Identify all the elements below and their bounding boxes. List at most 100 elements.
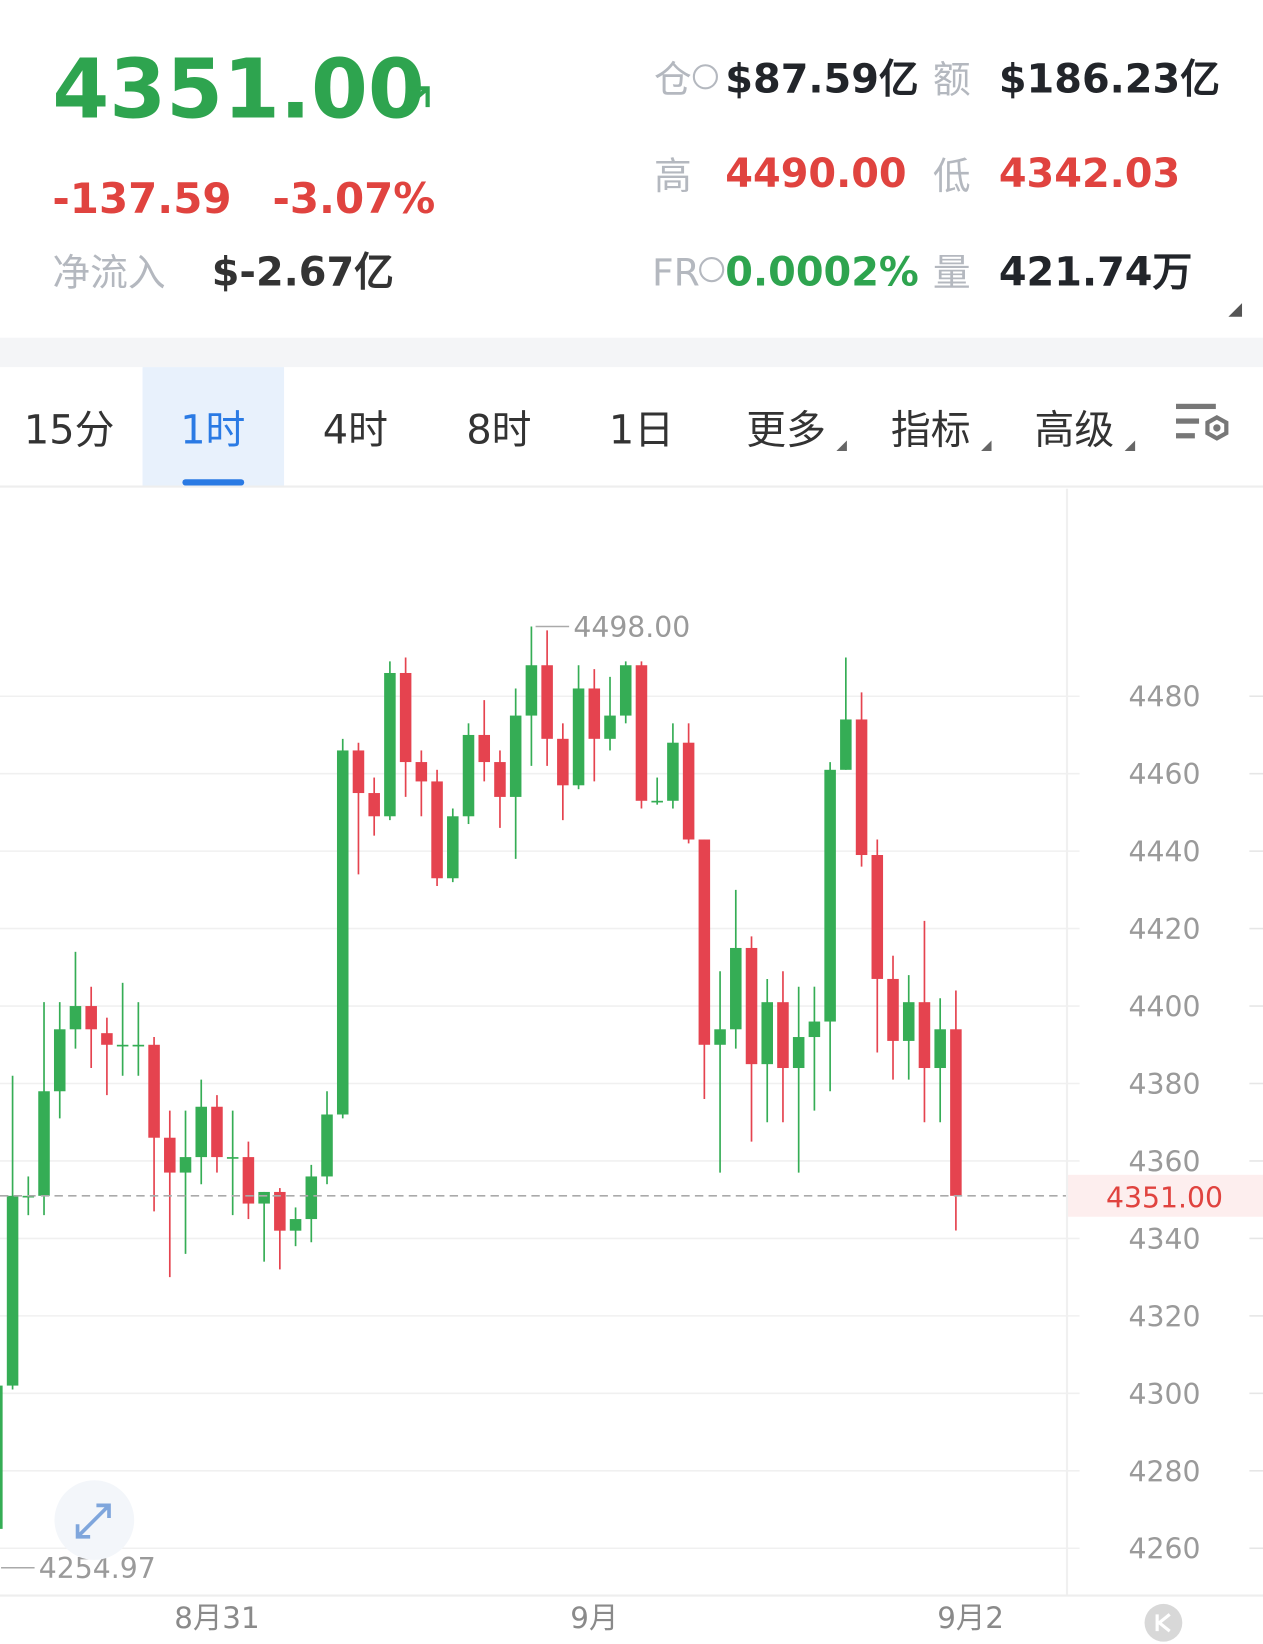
stat-value: $87.59亿 [725, 56, 918, 102]
settings-icon[interactable] [1176, 403, 1229, 441]
candle-body [541, 665, 553, 739]
x-tick-label: 9月2 [937, 1601, 1004, 1635]
candle-body [195, 1106, 208, 1158]
tab-bar: 15分 1时 4时 8时 1日 更多 指标 高级 [24, 408, 1136, 454]
tab[interactable]: 8时 [466, 408, 531, 454]
stat-value: 0.0002% [725, 249, 919, 295]
marker-label: 4498.00 [573, 611, 690, 644]
y-tick-label: 4360 [1128, 1145, 1200, 1178]
y-tick-label: 4440 [1128, 836, 1200, 869]
candle-body [855, 719, 868, 856]
tab[interactable]: 4时 [323, 408, 388, 454]
candle-body [682, 742, 695, 840]
candle-body [761, 1002, 773, 1065]
y-tick-label: 4380 [1128, 1068, 1200, 1101]
candle-body [730, 947, 742, 1030]
candle-body [462, 734, 475, 817]
candle-body [745, 947, 758, 1065]
candle-body [116, 1044, 129, 1047]
candle-body [478, 734, 491, 763]
candle-body [557, 738, 569, 786]
tab[interactable]: 更多 [746, 408, 826, 454]
info-icon[interactable] [692, 64, 718, 90]
y-tick-label: 4300 [1128, 1378, 1200, 1411]
candle-body [902, 1002, 915, 1041]
stat-label: 低 [933, 154, 971, 198]
tab[interactable]: 指标 [891, 408, 971, 454]
candle-body [651, 800, 663, 803]
candle-body [604, 715, 616, 739]
candle-body [38, 1091, 50, 1196]
stat-value: 4342.03 [999, 151, 1180, 197]
candle-body [132, 1044, 145, 1047]
change: -137.59 [52, 174, 231, 223]
change-pct: -3.07% [273, 174, 436, 223]
y-tick-label: 4260 [1128, 1533, 1200, 1566]
candle-body [635, 665, 648, 801]
candle-body [918, 1002, 931, 1069]
dropdown-caret [836, 440, 847, 451]
tab[interactable]: 15分 [24, 408, 114, 454]
expand-toggle[interactable] [1228, 303, 1243, 317]
y-tick-label: 4480 [1128, 681, 1200, 714]
candle-body [384, 672, 396, 817]
y-tick-label: 4400 [1128, 991, 1200, 1024]
last-price-label: 4351.00 [1106, 1181, 1223, 1214]
candle-body [808, 1021, 821, 1038]
candle-body [336, 750, 349, 1115]
up-arrow [396, 86, 430, 116]
candle-body [887, 978, 899, 1041]
stat-label: 仓 [654, 57, 692, 101]
stat-label: 额 [933, 57, 971, 101]
candle-body [321, 1114, 333, 1177]
stat-label: FR [652, 250, 700, 294]
candle-body [148, 1044, 160, 1138]
stat-value: 4490.00 [725, 151, 906, 197]
candle-body [777, 1002, 789, 1069]
stat-value: 421.74万 [999, 249, 1192, 295]
candle-body [509, 715, 522, 797]
plot-area [0, 626, 962, 1529]
candle-body [69, 1006, 82, 1030]
info-icon[interactable] [699, 257, 725, 283]
candle-body [588, 688, 601, 739]
y-tick-label: 4320 [1128, 1300, 1200, 1333]
k-button[interactable] [1144, 1603, 1183, 1642]
candle-body [871, 855, 884, 979]
dropdown-caret [981, 440, 992, 451]
candle-body [667, 742, 679, 801]
tab[interactable]: 1时 [180, 408, 245, 454]
candle-body [934, 1029, 946, 1069]
candle-body [399, 672, 412, 763]
candle-body [792, 1037, 805, 1069]
candle-body [164, 1137, 176, 1173]
candle-body [226, 1157, 239, 1159]
candle-body [494, 762, 506, 797]
candle-body [258, 1191, 270, 1204]
net-inflow-label: 净流入 [52, 250, 165, 294]
stat-label: 量 [933, 250, 971, 294]
stat-label: 高 [654, 154, 692, 198]
tab[interactable]: 1日 [609, 408, 674, 454]
candle-body [22, 1195, 35, 1198]
candle-body [572, 688, 585, 786]
net-inflow-value: $-2.67亿 [212, 249, 394, 295]
tab[interactable]: 高级 [1035, 408, 1115, 454]
candle-body [840, 719, 852, 770]
candle-body [431, 781, 443, 879]
candle-body [619, 665, 632, 716]
x-tick-label: 9月 [570, 1601, 618, 1635]
candle-body [714, 1029, 726, 1045]
candle-body [289, 1219, 302, 1231]
fullscreen-icon [75, 1503, 111, 1539]
chart: 4260 4280 4300 4320 4340 4360 4380 4400 4420 4440… [0, 611, 1263, 1635]
candle-body [950, 1029, 962, 1196]
tab-selected-bg [142, 367, 285, 486]
y-tick-label: 4340 [1128, 1223, 1200, 1256]
candle-body [6, 1195, 19, 1386]
separator [0, 337, 1263, 368]
candle-body [824, 769, 836, 1022]
candle-body [525, 665, 538, 716]
dropdown-caret [1124, 440, 1136, 451]
